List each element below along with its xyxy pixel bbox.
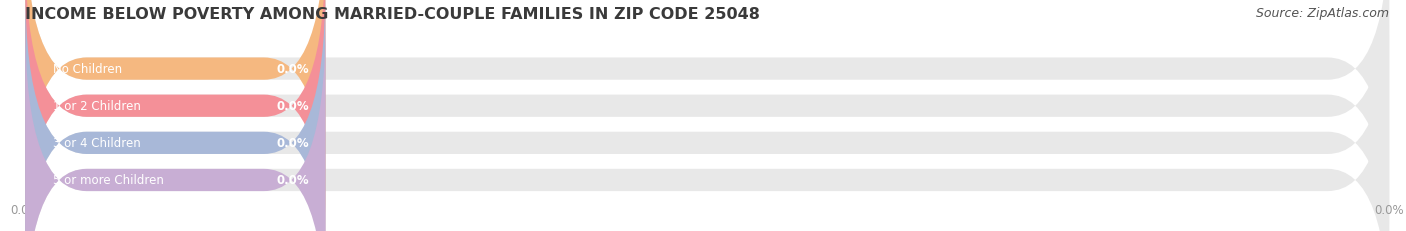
- Text: 0.0%: 0.0%: [277, 137, 309, 150]
- FancyBboxPatch shape: [25, 0, 325, 225]
- Text: 5 or more Children: 5 or more Children: [52, 174, 163, 187]
- Text: 0.0%: 0.0%: [277, 63, 309, 76]
- FancyBboxPatch shape: [25, 25, 325, 231]
- Text: 3 or 4 Children: 3 or 4 Children: [52, 137, 141, 150]
- FancyBboxPatch shape: [25, 0, 325, 231]
- FancyBboxPatch shape: [25, 0, 1389, 231]
- Text: 0.0%: 0.0%: [277, 174, 309, 187]
- Text: No Children: No Children: [52, 63, 122, 76]
- FancyBboxPatch shape: [25, 0, 1389, 225]
- Text: Source: ZipAtlas.com: Source: ZipAtlas.com: [1256, 7, 1389, 20]
- Text: 1 or 2 Children: 1 or 2 Children: [52, 100, 141, 113]
- FancyBboxPatch shape: [25, 0, 325, 231]
- FancyBboxPatch shape: [25, 0, 1389, 231]
- Text: INCOME BELOW POVERTY AMONG MARRIED-COUPLE FAMILIES IN ZIP CODE 25048: INCOME BELOW POVERTY AMONG MARRIED-COUPL…: [25, 7, 761, 22]
- FancyBboxPatch shape: [25, 25, 1389, 231]
- Text: 0.0%: 0.0%: [277, 100, 309, 113]
